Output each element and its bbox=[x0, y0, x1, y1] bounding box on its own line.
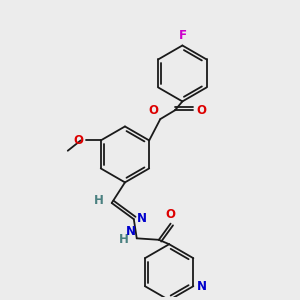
Text: H: H bbox=[118, 233, 128, 246]
Text: N: N bbox=[137, 212, 147, 225]
Text: O: O bbox=[74, 134, 84, 147]
Text: O: O bbox=[149, 104, 159, 117]
Text: O: O bbox=[196, 104, 206, 117]
Text: F: F bbox=[178, 29, 186, 42]
Text: H: H bbox=[94, 194, 103, 207]
Text: O: O bbox=[166, 208, 176, 221]
Text: N: N bbox=[197, 280, 207, 293]
Text: N: N bbox=[126, 225, 136, 238]
